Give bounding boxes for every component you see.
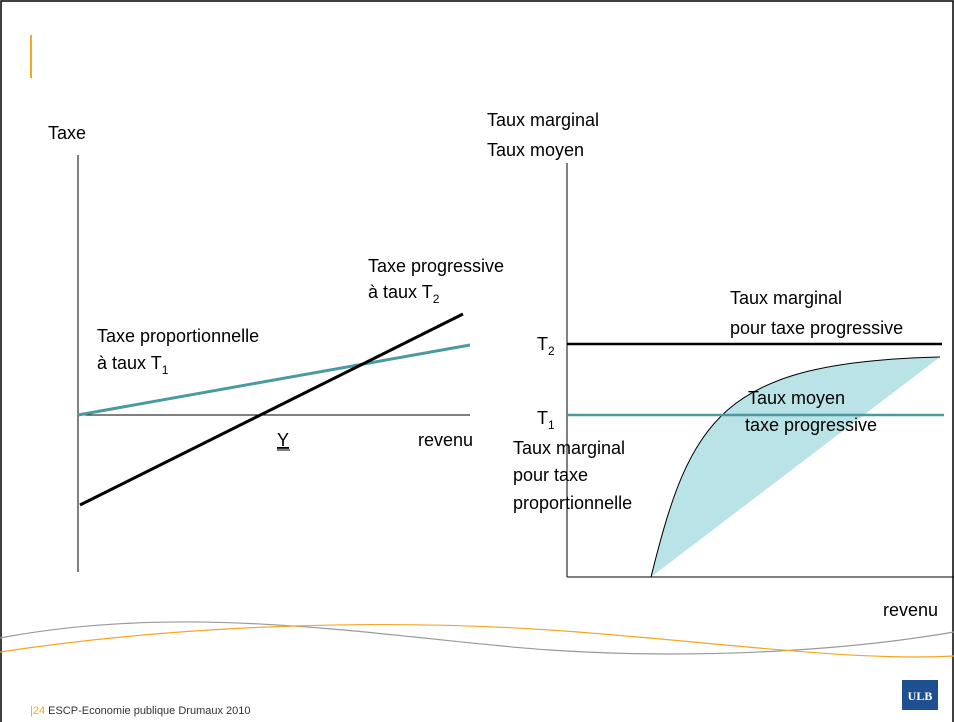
- point-label: Y: [277, 430, 289, 450]
- tick-label: T1: [537, 408, 555, 432]
- subscript: 2: [433, 292, 440, 306]
- logo-text: ULB: [908, 689, 933, 703]
- x-label: revenu: [418, 430, 473, 450]
- label: à taux T: [97, 353, 162, 373]
- y-label: Taxe: [48, 123, 86, 143]
- average-area: [651, 357, 940, 577]
- subscript: 1: [548, 418, 555, 432]
- label: taxe progressive: [745, 415, 877, 435]
- x-label: revenu: [883, 600, 938, 620]
- label: Taux marginal: [730, 288, 842, 308]
- page-number: 24: [33, 705, 45, 717]
- label: Taxe progressive: [368, 256, 504, 276]
- logo: [902, 680, 938, 710]
- subscript: 1: [162, 363, 169, 377]
- tick-label: T: [537, 334, 548, 354]
- separator: |: [30, 705, 33, 717]
- label: Taxe proportionnelle: [97, 326, 259, 346]
- wave: [0, 623, 954, 658]
- label: à taux T: [368, 282, 433, 302]
- subscript: 2: [548, 344, 555, 358]
- wave: [0, 621, 954, 655]
- proportional-line: [77, 343, 471, 417]
- label: à taux T2: [368, 282, 440, 306]
- label: pour taxe: [513, 465, 588, 485]
- footer-text: ESCP-Economie publique Drumaux 2010: [48, 705, 250, 717]
- label: à taux T1: [97, 353, 169, 377]
- tick-label: T2: [537, 334, 555, 358]
- label: Taux marginal: [513, 438, 625, 458]
- tick-label: T: [537, 408, 548, 428]
- label: pour taxe progressive: [730, 318, 903, 338]
- footer: |24 ESCP-Economie publique Drumaux 2010: [30, 705, 251, 717]
- average-curve: [650, 356, 941, 578]
- y-label: Taux marginal: [487, 110, 599, 130]
- progressive-line: [79, 312, 464, 507]
- label: Taux moyen: [748, 388, 845, 408]
- y-label: Taux moyen: [487, 140, 584, 160]
- label: proportionnelle: [513, 493, 632, 513]
